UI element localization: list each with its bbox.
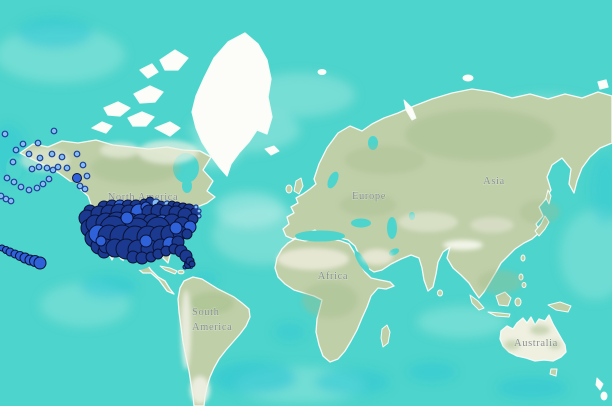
land-arctic-islands [91,49,609,137]
region-labels: North America South America Europe Afric… [107,176,558,350]
light-blue-circle-marker[interactable] [9,158,17,166]
light-blue-circle-marker[interactable] [25,186,33,194]
light-blue-circle-marker[interactable] [193,204,199,210]
dark-navy-circle-marker[interactable] [188,260,196,268]
light-blue-circle-marker[interactable] [10,178,18,186]
light-blue-circle-marker[interactable] [48,150,56,158]
map-label-europe: Europe [352,191,386,202]
light-blue-circle-marker[interactable] [73,150,81,158]
light-blue-circle-marker[interactable] [33,184,41,192]
bright-blue-circle-marker[interactable] [72,173,82,183]
light-blue-circle-marker[interactable] [35,163,43,171]
light-blue-circle-marker[interactable] [19,140,27,148]
map-label-south-america-line2: America [192,322,232,333]
light-blue-circle-marker[interactable] [54,163,62,171]
bright-blue-circle-marker[interactable] [139,234,153,248]
light-blue-circle-marker[interactable] [76,182,84,190]
light-blue-circle-marker[interactable] [45,175,53,183]
map-label-australia: Australia [514,338,558,349]
light-blue-circle-marker[interactable] [43,164,51,172]
light-blue-circle-marker[interactable] [83,172,91,180]
map-label-africa: Africa [318,271,348,282]
light-blue-circle-marker[interactable] [7,197,15,205]
bright-blue-circle-marker[interactable] [169,221,183,235]
land-greenland [191,32,273,177]
light-blue-circle-marker[interactable] [12,146,20,154]
light-blue-circle-marker[interactable] [3,174,11,182]
bright-blue-circle-marker[interactable] [95,235,107,247]
light-blue-circle-marker[interactable] [79,161,87,169]
bright-blue-circle-marker[interactable] [33,256,47,270]
light-blue-circle-marker[interactable] [1,130,9,138]
light-blue-circle-marker[interactable] [34,139,42,147]
light-blue-circle-marker[interactable] [39,180,47,188]
map-label-north-america: North America [108,192,179,203]
dark-navy-circle-marker[interactable] [181,228,193,240]
bright-blue-circle-marker[interactable] [120,211,134,225]
light-blue-circle-marker[interactable] [0,192,5,200]
map-label-south-america-line1: South [192,307,220,318]
light-blue-circle-marker[interactable] [58,153,66,161]
light-blue-circle-marker[interactable] [63,164,71,172]
map-label-asia: Asia [483,176,505,187]
light-blue-circle-marker[interactable] [49,166,57,174]
data-point-markers [0,127,202,270]
light-blue-circle-marker[interactable] [81,185,89,193]
light-blue-circle-marker[interactable] [17,183,25,191]
light-blue-circle-marker[interactable] [196,208,202,214]
light-blue-circle-marker[interactable] [36,154,44,162]
light-blue-circle-marker[interactable] [28,165,36,173]
light-blue-circle-marker[interactable] [25,150,33,158]
land-detail [20,109,561,404]
land-australia [499,314,567,362]
light-blue-circle-marker[interactable] [50,127,58,135]
